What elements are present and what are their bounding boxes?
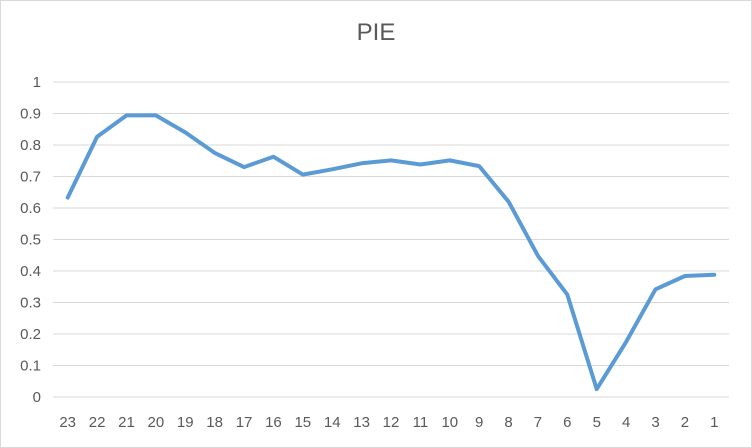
y-tick-label: 0.2 (20, 326, 41, 343)
x-tick-label: 15 (294, 414, 311, 431)
x-tick-label: 13 (353, 414, 370, 431)
data-point (331, 168, 333, 170)
data-point (214, 152, 216, 154)
x-tick-label: 19 (177, 414, 194, 431)
x-tick-label: 9 (475, 414, 483, 431)
data-point (419, 164, 421, 166)
x-axis-ticks: 23 22 21 20 19 18 17 16 15 14 13 12 11 10 9 8 7 6 5 4 3 2 1 (59, 414, 718, 431)
data-point (596, 388, 598, 390)
x-tick-label: 4 (622, 414, 630, 431)
y-tick-label: 0.9 (20, 106, 41, 123)
x-tick-label: 12 (383, 414, 400, 431)
y-tick-label: 0.1 (20, 358, 41, 375)
data-point (655, 288, 657, 290)
y-tick-label: 0.6 (20, 200, 41, 217)
y-axis-ticks: 0 0.1 0.2 0.3 0.4 0.5 0.6 0.7 0.8 0.9 1 (20, 74, 41, 406)
data-point (272, 156, 274, 158)
x-tick-label: 10 (441, 414, 458, 431)
data-point (155, 114, 157, 116)
data-point (625, 341, 627, 343)
x-tick-label: 22 (89, 414, 106, 431)
x-tick-label: 17 (236, 414, 253, 431)
data-point (96, 136, 98, 138)
data-point (361, 162, 363, 164)
y-tick-label: 0.5 (20, 232, 41, 249)
gridlines (53, 81, 729, 398)
data-point (478, 165, 480, 167)
x-tick-label: 8 (504, 414, 512, 431)
x-tick-label: 21 (118, 414, 135, 431)
data-point (713, 274, 715, 276)
x-tick-label: 2 (681, 414, 689, 431)
x-tick-label: 1 (710, 414, 718, 431)
data-point (537, 255, 539, 257)
x-tick-label: 16 (265, 414, 282, 431)
y-tick-label: 0 (33, 389, 41, 406)
x-tick-label: 3 (651, 414, 659, 431)
y-tick-label: 1 (33, 74, 41, 91)
x-tick-label: 7 (534, 414, 542, 431)
data-point (449, 159, 451, 161)
x-tick-label: 20 (148, 414, 165, 431)
x-tick-label: 6 (563, 414, 571, 431)
x-tick-label: 14 (324, 414, 341, 431)
y-tick-label: 0.4 (20, 263, 41, 280)
data-point (125, 114, 127, 116)
data-point (566, 294, 568, 296)
data-point (184, 131, 186, 133)
x-tick-label: 11 (413, 414, 429, 431)
data-point (390, 159, 392, 161)
y-tick-label: 0.3 (20, 295, 41, 312)
series-line (65, 113, 717, 392)
data-point (302, 174, 304, 176)
y-tick-label: 0.8 (20, 137, 41, 154)
x-tick-label: 5 (593, 414, 601, 431)
x-tick-label: 18 (206, 414, 223, 431)
y-tick-label: 0.7 (20, 169, 41, 186)
data-point (684, 275, 686, 277)
series-group (65, 113, 717, 392)
data-point (243, 166, 245, 168)
x-tick-label: 23 (59, 414, 76, 431)
chart-title: PIE (356, 19, 396, 46)
data-point (67, 197, 69, 199)
data-point (508, 201, 510, 203)
